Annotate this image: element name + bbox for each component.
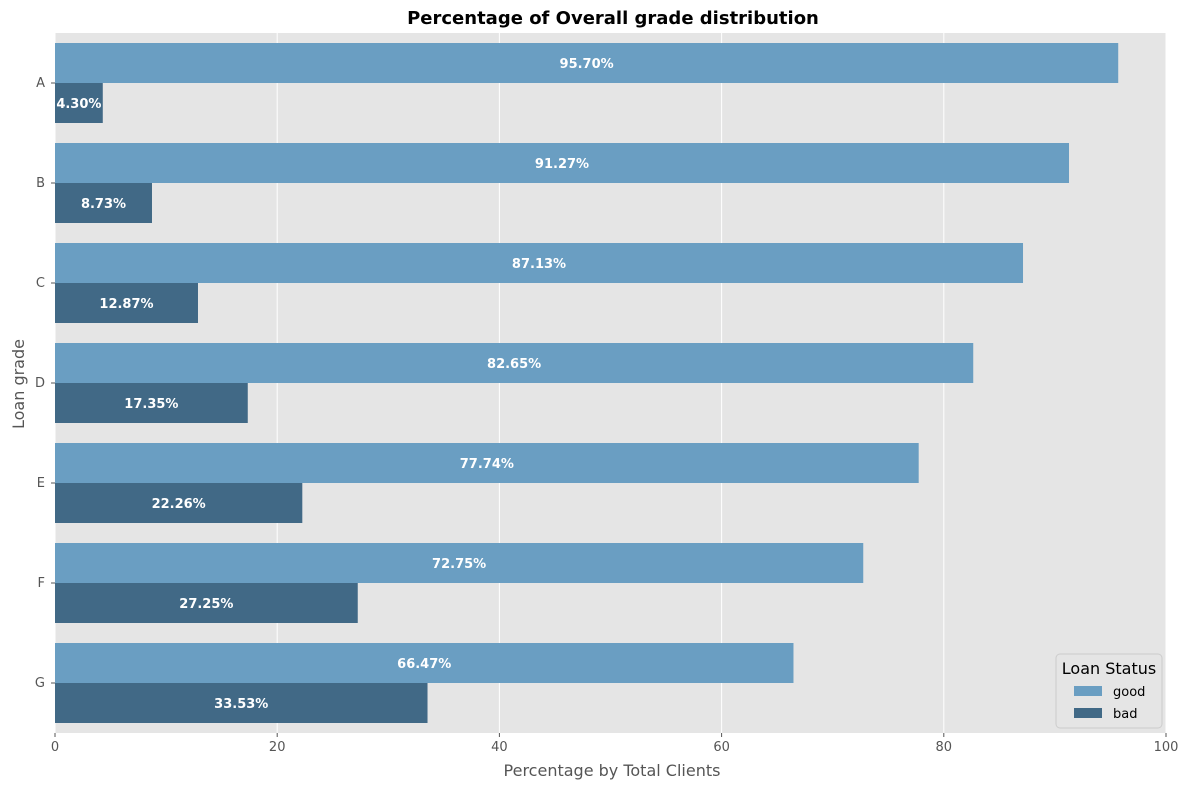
bar-label-good-F: 72.75% <box>432 557 486 572</box>
y-axis-ticks: A B C D E F G <box>35 76 55 691</box>
bar-bad-A <box>55 83 103 123</box>
bar-label-bad-G: 33.53% <box>214 697 268 712</box>
bar-label-good-A: 95.70% <box>560 57 614 72</box>
legend-title: Loan Status <box>1062 659 1156 678</box>
x-tick-label: 0 <box>51 740 59 755</box>
bar-bad-D <box>55 383 248 423</box>
y-tick-label: A <box>36 76 45 91</box>
bar-label-bad-B: 8.73% <box>81 197 126 212</box>
bar-bad-E <box>55 483 303 523</box>
bar-label-bad-C: 12.87% <box>99 297 153 312</box>
x-tick-label: 40 <box>491 740 508 755</box>
bar-bad-G <box>55 683 428 723</box>
legend-label-bad: bad <box>1113 707 1137 722</box>
bar-good-D <box>55 343 974 383</box>
bar-good-C <box>55 243 1024 283</box>
y-tick-label: B <box>36 176 45 191</box>
y-tick-label: C <box>36 276 45 291</box>
bar-bad-F <box>55 583 358 623</box>
bar-good-G <box>55 643 794 683</box>
x-tick-label: 20 <box>269 740 286 755</box>
y-axis-label: Loan grade <box>9 339 28 429</box>
legend: Loan Status good bad <box>1055 653 1163 729</box>
bar-bad-B <box>55 183 152 223</box>
bar-label-bad-D: 17.35% <box>124 397 178 412</box>
x-tick-label: 80 <box>936 740 953 755</box>
x-axis-label: Percentage by Total Clients <box>504 761 721 780</box>
bar-bad-C <box>55 283 198 323</box>
bar-label-bad-E: 22.26% <box>152 497 206 512</box>
bar-good-E <box>55 443 919 483</box>
bar-label-good-D: 82.65% <box>487 357 541 372</box>
legend-swatch-good <box>1074 686 1102 696</box>
y-tick-label: F <box>38 576 45 591</box>
x-tick-label: 100 <box>1154 740 1179 755</box>
y-tick-label: G <box>35 676 45 691</box>
x-axis-ticks: 0 20 40 60 80 100 <box>51 733 1179 755</box>
bar-label-bad-F: 27.25% <box>179 597 233 612</box>
legend-label-good: good <box>1113 685 1145 700</box>
bar-good-A <box>55 43 1119 83</box>
bar-label-good-E: 77.74% <box>460 457 514 472</box>
legend-swatch-bad <box>1074 708 1102 718</box>
bar-good-F <box>55 543 864 583</box>
bar-label-bad-A: 4.30% <box>56 97 101 112</box>
bars <box>55 43 1119 723</box>
y-tick-label: E <box>37 476 45 491</box>
bar-good-B <box>55 143 1070 183</box>
bar-label-good-C: 87.13% <box>512 257 566 272</box>
y-tick-label: D <box>35 376 45 391</box>
x-tick-label: 60 <box>713 740 730 755</box>
bar-label-good-B: 91.27% <box>535 157 589 172</box>
chart-title: Percentage of Overall grade distribution <box>407 8 819 29</box>
bar-label-good-G: 66.47% <box>397 657 451 672</box>
bar-labels: 95.70% 4.30% 91.27% 8.73% 87.13% 12.87% 82.65%… <box>56 57 613 712</box>
